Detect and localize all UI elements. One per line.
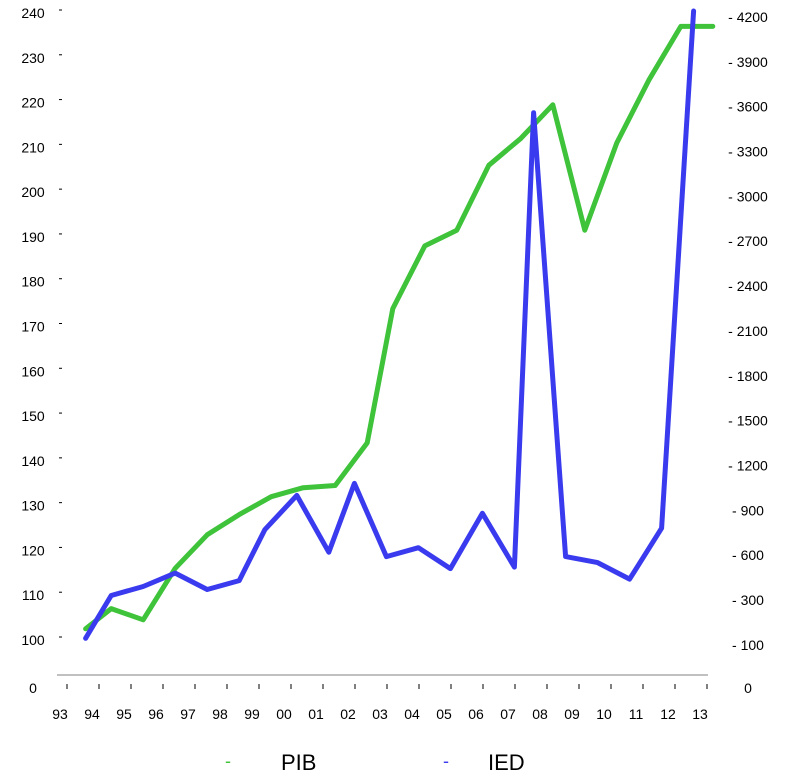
x-tick-label: 08: [532, 706, 548, 722]
right-tick-label: - 2100: [728, 323, 768, 339]
left-tick-label: 120: [21, 542, 45, 558]
x-tick-label: 99: [244, 706, 260, 722]
left-tick-label: 140: [21, 453, 45, 469]
x-tick-label: 93: [52, 706, 68, 722]
left-tick-label: 100: [21, 632, 45, 648]
x-tick-label: 03: [372, 706, 388, 722]
left-tick-label: 200: [21, 184, 45, 200]
right-tick-label: - 3300: [728, 144, 768, 160]
x-tick-label: 06: [468, 706, 484, 722]
right-tick-label: - 4200: [728, 9, 768, 25]
x-tick-label: 04: [404, 706, 420, 722]
x-tick-label: 05: [436, 706, 452, 722]
left-tick-label: 190: [21, 229, 45, 245]
plot-area: [83, 8, 716, 641]
left-tick-label: 0: [29, 680, 37, 696]
left-tick-label: 230: [21, 50, 45, 66]
right-tick-label: - 3900: [728, 54, 768, 70]
x-tick-label: 07: [500, 706, 516, 722]
x-tick-label: 98: [212, 706, 228, 722]
left-tick-label: 130: [21, 498, 45, 514]
right-tick-label: 0: [744, 680, 752, 696]
legend: - PIB - IED: [225, 750, 525, 775]
right-tick-label: - 300: [732, 592, 764, 608]
legend-marker-ied: -: [443, 751, 449, 771]
x-tick-label: 97: [180, 706, 196, 722]
legend-item-ied: - IED: [443, 750, 525, 775]
right-tick-label: - 1800: [728, 368, 768, 384]
legend-label-ied: IED: [488, 750, 525, 775]
left-tick-label: 180: [21, 274, 45, 290]
x-tick-label: 01: [308, 706, 324, 722]
x-tick-label: 02: [340, 706, 356, 722]
x-tick-label: 12: [660, 706, 676, 722]
x-tick-label: 11: [629, 706, 644, 722]
legend-marker-pib: -: [225, 751, 231, 771]
left-tick-label: 240: [21, 5, 45, 21]
right-tick-label: - 3600: [728, 99, 768, 115]
x-tick-label: 09: [564, 706, 580, 722]
x-tick-label: 95: [116, 706, 132, 722]
right-tick-label: - 100: [732, 637, 764, 653]
left-tick-label: 170: [21, 319, 45, 335]
left-tick-label: 160: [21, 363, 45, 379]
x-tick-label: 00: [276, 706, 292, 722]
right-tick-label: - 3000: [728, 188, 768, 204]
left-tick-label: 210: [21, 139, 45, 155]
x-axis: 93 94 95 96 97 98 99 00 01 02 03 04 05 06 07 08 09 10 11 12…: [52, 684, 708, 722]
x-tick-label: 96: [148, 706, 164, 722]
right-axis: 0 - 100 - 300 - 600 - 900 - 1200 - 1500 - 1800 -…: [728, 9, 768, 696]
right-tick-label: - 600: [732, 547, 764, 563]
right-tick-label: - 1200: [728, 457, 768, 473]
legend-label-pib: PIB: [281, 750, 316, 775]
left-axis: 0 100 110 120 130 140 150 160 170 180 190 200 210 220…: [21, 5, 62, 696]
right-tick-label: - 1500: [728, 413, 768, 429]
x-tick-label: 13: [692, 706, 708, 722]
series-line-pib: [83, 23, 716, 632]
right-tick-label: - 900: [732, 502, 764, 518]
legend-item-pib: - PIB: [225, 750, 316, 775]
x-tick-label: 94: [84, 706, 100, 722]
left-tick-label: 110: [22, 587, 45, 603]
left-tick-label: 150: [21, 408, 45, 424]
right-tick-label: - 2700: [728, 233, 768, 249]
right-tick-label: - 2400: [728, 278, 768, 294]
x-tick-label: 10: [596, 706, 612, 722]
left-tick-label: 220: [21, 95, 45, 111]
